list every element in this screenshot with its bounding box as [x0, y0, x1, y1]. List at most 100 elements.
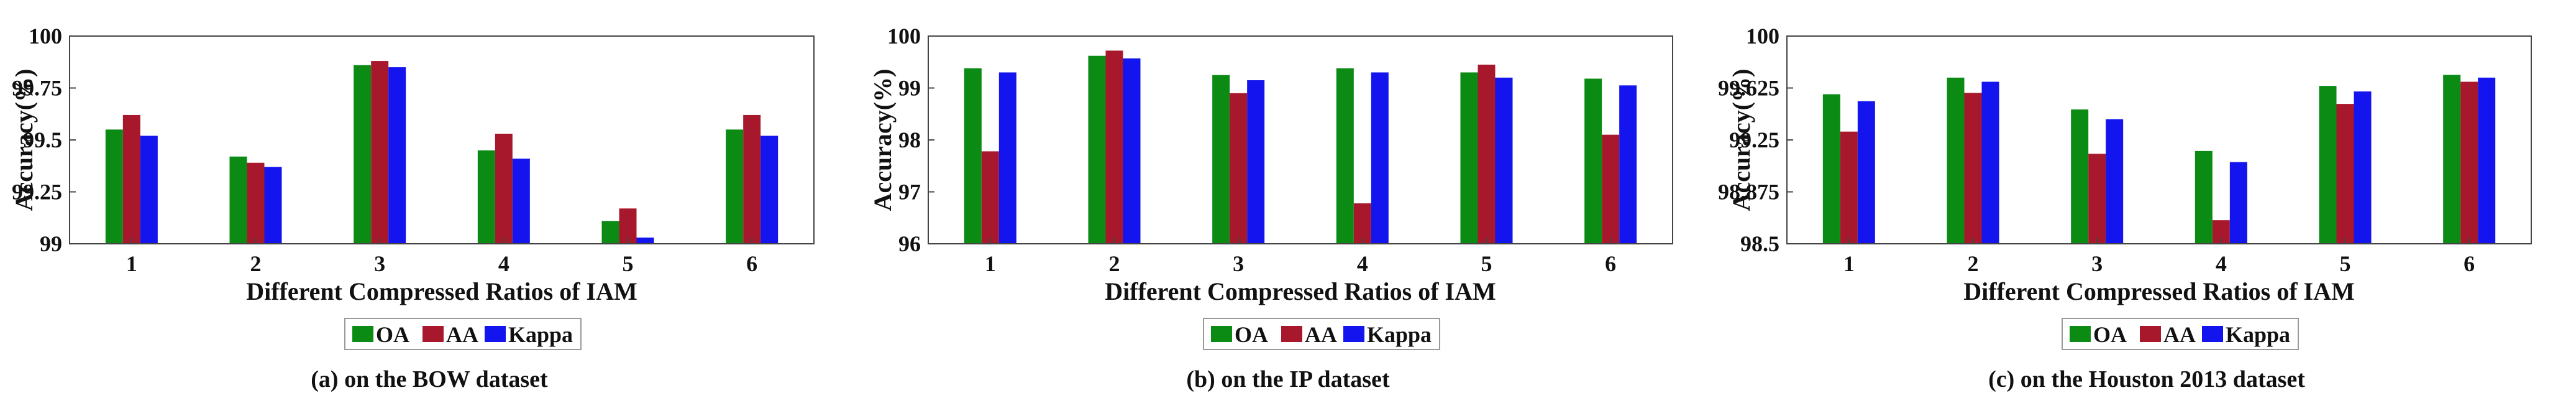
y-tick-label: 99.625: [1718, 76, 1779, 101]
bar-oa: [2319, 86, 2337, 244]
legend-swatch-kappa: [1343, 326, 1364, 342]
x-tick-label: 4: [2216, 251, 2227, 276]
bar-oa: [1088, 55, 1106, 244]
x-tick-label: 6: [1605, 251, 1616, 276]
bar-oa: [229, 156, 247, 244]
legend-label-oa: OA: [2093, 322, 2127, 347]
y-tick-label: 98.875: [1718, 180, 1779, 205]
bar-aa: [2088, 154, 2106, 244]
bar-oa: [105, 129, 123, 244]
bar-aa: [495, 133, 513, 244]
y-tick-label: 98: [898, 127, 921, 152]
bar-kappa: [998, 72, 1016, 244]
chart-panel-c: 98.5 98.875 99.25 99.625 100 1 2 3 4 5 6 Different …: [1717, 0, 2576, 403]
legend-box: [2062, 318, 2299, 350]
bar-kappa: [1619, 85, 1637, 244]
bar-kappa: [1981, 81, 1999, 244]
bar-oa: [2195, 151, 2213, 244]
bar-aa: [1840, 131, 1858, 244]
x-tick-label: 2: [1968, 251, 1979, 276]
bar-oa: [964, 68, 982, 244]
legend-label-kappa: Kappa: [1367, 322, 1432, 347]
bar-oa: [354, 65, 372, 244]
y-tick-label: 100: [1746, 24, 1779, 49]
bar-kappa: [2354, 91, 2372, 244]
y-tick-label: 100: [29, 24, 62, 49]
bar-kappa: [2229, 162, 2247, 244]
chart-b-svg: 96 97 98 99 100 1 2 3 4 5 6 Different Compressed Ra…: [869, 24, 1673, 350]
bar-oa: [1584, 78, 1602, 244]
legend-swatch-kappa: [485, 326, 506, 342]
x-tick-label: 5: [2340, 251, 2351, 276]
legend-swatch-oa: [2070, 326, 2091, 342]
bar-oa: [1822, 94, 1840, 244]
x-tick-label: 2: [250, 251, 262, 276]
bar-oa: [477, 150, 495, 244]
chart-a-caption: (a) on the BOW dataset: [311, 366, 548, 392]
x-tick-label: 3: [2091, 251, 2103, 276]
bar-aa: [1602, 134, 1620, 244]
y-tick-label: 99: [898, 76, 921, 101]
y-tick-label: 99.5: [23, 127, 62, 152]
bar-oa: [601, 221, 619, 244]
x-axis-label: Different Compressed Ratios of IAM: [246, 277, 637, 305]
x-tick-label: 4: [498, 251, 509, 276]
x-tick-label: 6: [746, 251, 757, 276]
x-tick-label: 3: [374, 251, 385, 276]
plot-frame: [1786, 35, 2532, 244]
bar-aa: [1230, 93, 1248, 244]
y-tick-label: 96: [898, 231, 921, 256]
y-tick-label: 99: [40, 231, 62, 256]
bar-aa: [1105, 50, 1123, 244]
legend-box: [1203, 318, 1440, 350]
y-tick-label: 97: [898, 180, 921, 205]
bar-oa: [2071, 109, 2089, 244]
bar-oa: [2443, 75, 2461, 244]
legend-box: [344, 318, 582, 350]
bar-oa: [726, 129, 744, 244]
plot-frame: [928, 35, 1673, 244]
x-tick-label: 3: [1233, 251, 1244, 276]
legend-swatch-oa: [352, 326, 373, 342]
legend-swatch-oa: [1211, 326, 1232, 342]
legend-label-oa: OA: [1235, 322, 1268, 347]
bar-aa: [1353, 203, 1371, 244]
y-tick-label: 99.25: [12, 180, 62, 205]
chart-panel-a: 99 99.25 99.5 99.75 100 1 2 3 4 5 6 Different Compr…: [0, 0, 859, 403]
bar-kappa: [1123, 58, 1141, 244]
y-tick-label: 98.5: [1740, 231, 1779, 256]
y-axis-label: Accuracy(%): [869, 69, 897, 211]
bar-kappa: [2478, 77, 2496, 244]
bar-oa: [1336, 68, 1354, 244]
chart-panel-b: 96 97 98 99 100 1 2 3 4 5 6 Different Compressed Ra…: [859, 0, 1717, 403]
legend-label-kappa: Kappa: [508, 322, 573, 347]
x-axis-label: Different Compressed Ratios of IAM: [1105, 277, 1496, 305]
chart-c-caption: (c) on the Houston 2013 dataset: [1988, 366, 2305, 392]
legend-label-oa: OA: [376, 322, 409, 347]
bar-kappa: [2106, 119, 2124, 244]
bar-kappa: [1857, 101, 1875, 244]
legend-swatch-aa: [422, 326, 444, 342]
bar-aa: [1964, 93, 1982, 244]
bar-oa: [1460, 72, 1478, 244]
legend-label-kappa: Kappa: [2226, 322, 2290, 347]
y-tick-label: 99.75: [12, 76, 62, 101]
bar-aa: [371, 61, 389, 244]
x-tick-label: 5: [1481, 251, 1492, 276]
x-tick-label: 2: [1109, 251, 1120, 276]
legend-label-aa: AA: [2163, 322, 2196, 347]
y-axis-label: Accuracy(%): [10, 69, 38, 211]
bar-oa: [1212, 75, 1230, 244]
legend-label-aa: AA: [1305, 322, 1337, 347]
legend-label-aa: AA: [446, 322, 478, 347]
bar-kappa: [760, 136, 779, 244]
x-tick-label: 1: [126, 251, 137, 276]
bar-aa: [743, 114, 761, 244]
bar-oa: [1947, 77, 1965, 244]
x-tick-label: 1: [985, 251, 996, 276]
y-tick-label: 100: [887, 24, 921, 49]
y-tick-label: 99.25: [1729, 127, 1779, 152]
bar-aa: [2460, 81, 2478, 244]
legend-swatch-aa: [2140, 326, 2161, 342]
bar-kappa: [636, 237, 654, 244]
